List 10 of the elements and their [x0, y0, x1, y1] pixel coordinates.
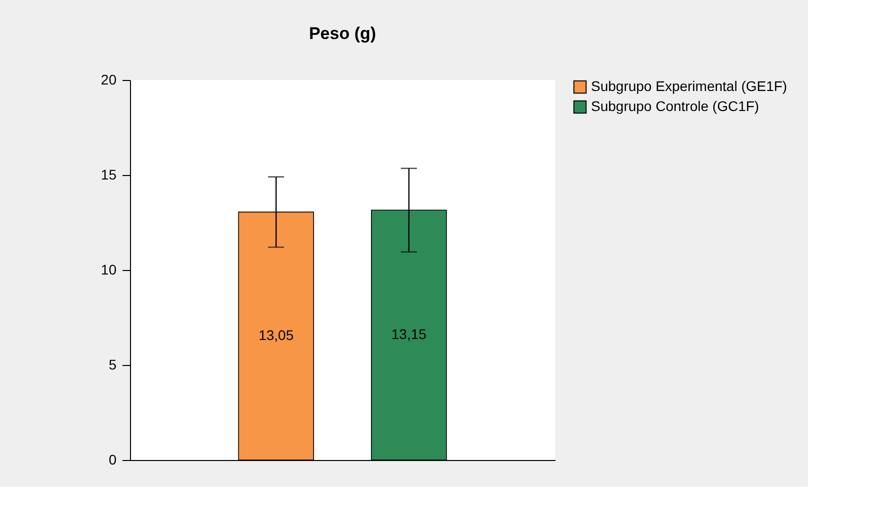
y-tick-label: 5	[108, 356, 117, 372]
y-tick-label: 0	[108, 452, 117, 468]
y-tick-label: 20	[100, 72, 117, 88]
data-label: 13,05	[258, 327, 294, 344]
y-tick-label: 15	[100, 166, 117, 182]
y-tick-label: 10	[100, 262, 117, 278]
data-label: 13,15	[391, 326, 427, 342]
legend-label: Subgrupo Controle (GC1F)	[591, 98, 760, 114]
chart-title: Peso (g)	[308, 24, 376, 43]
legend-label: Subgrupo Experimental (GE1F)	[591, 78, 788, 94]
